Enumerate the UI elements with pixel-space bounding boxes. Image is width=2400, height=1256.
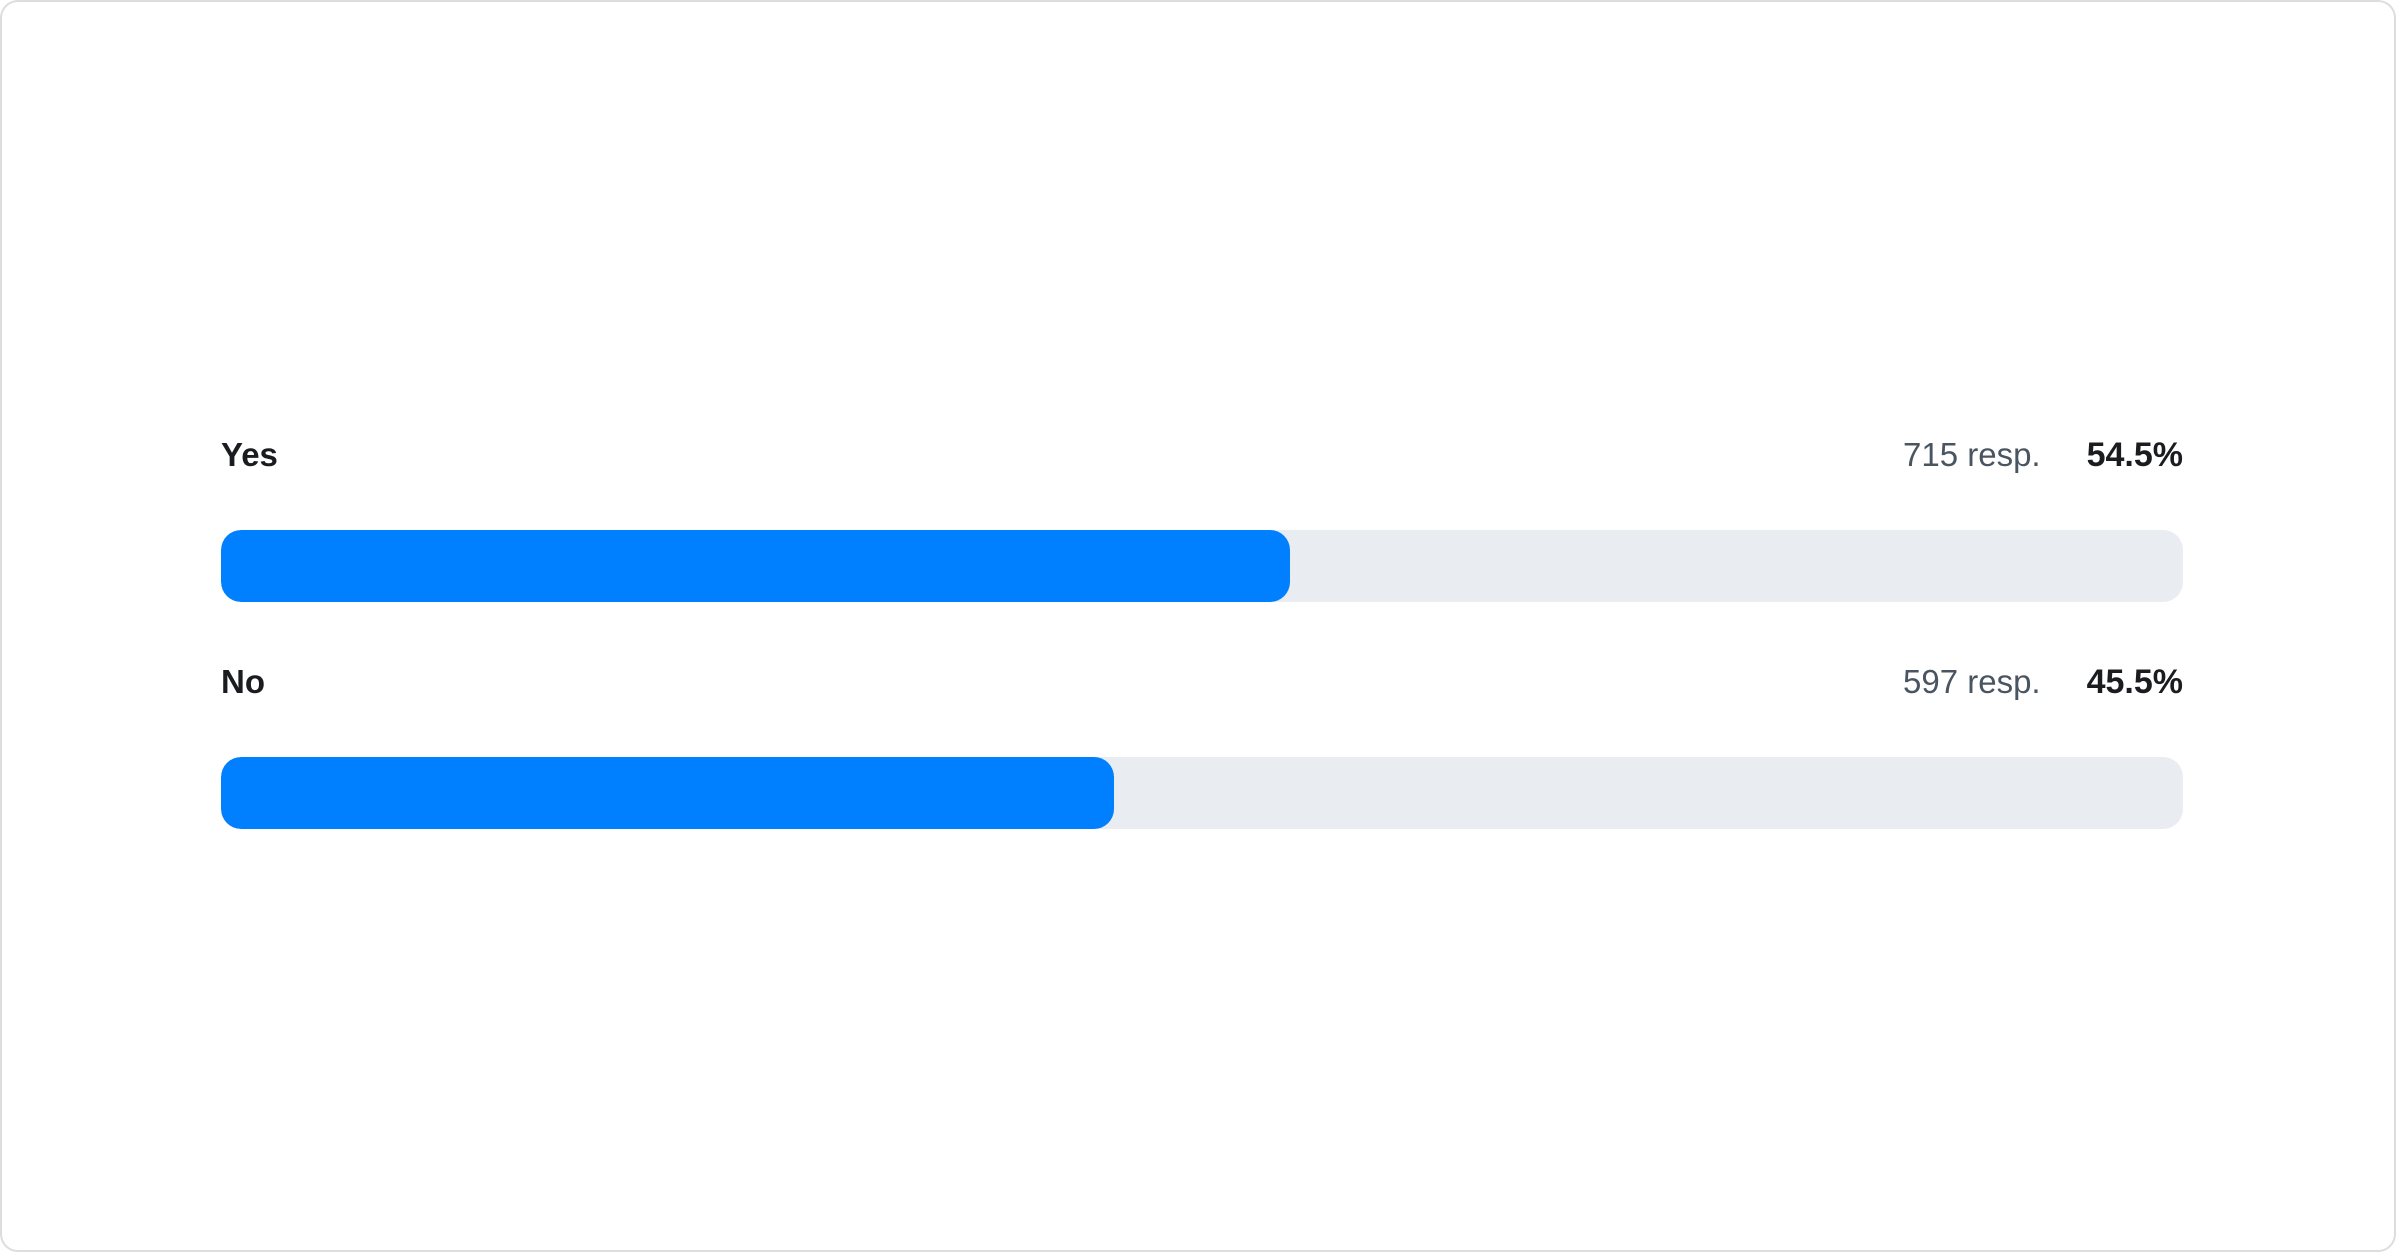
percent-label: 45.5% [2086, 663, 2183, 701]
result-row-yes: Yes 715 resp. 54.5% [221, 428, 2183, 602]
option-label: No [221, 663, 265, 700]
option-label: Yes [221, 436, 278, 473]
bar-track [221, 530, 2183, 602]
response-count: 597 resp. [1903, 663, 2041, 700]
result-row-no: No 597 resp. 45.5% [221, 655, 2183, 829]
bar-fill-no [221, 757, 1114, 829]
percent-label: 54.5% [2086, 436, 2183, 474]
bar-fill-yes [221, 530, 1291, 602]
response-count: 715 resp. [1903, 436, 2041, 473]
bar-track [221, 757, 2183, 829]
